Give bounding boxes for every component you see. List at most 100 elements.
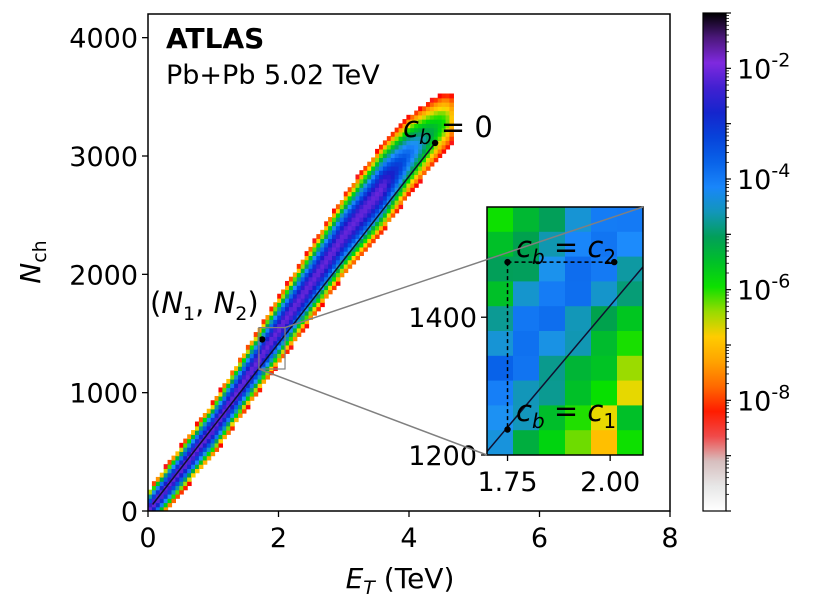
heatmap-bin xyxy=(398,148,404,154)
x-axis: 0 2 4 6 8 xyxy=(139,511,679,554)
heatmap-bin xyxy=(304,306,310,312)
heatmap-bin xyxy=(390,131,396,137)
heatmap-bin xyxy=(296,272,302,278)
heatmap-bin xyxy=(206,434,212,440)
heatmap-bin xyxy=(437,140,443,146)
heatmap-bin xyxy=(324,251,329,256)
heatmap-bin xyxy=(281,289,286,295)
heatmap-bin xyxy=(191,464,196,469)
heatmap-bin xyxy=(269,340,274,346)
heatmap-bin xyxy=(269,310,274,316)
heatmap-bin xyxy=(234,387,239,393)
centrality-line xyxy=(151,142,436,505)
heatmap-bin xyxy=(230,421,235,427)
heatmap-bin xyxy=(214,430,220,435)
heatmap-bin xyxy=(343,195,349,201)
heatmap-bin xyxy=(191,455,196,461)
heatmap-bin xyxy=(441,102,447,107)
heatmap-bin xyxy=(304,268,310,274)
heatmap-bin xyxy=(265,340,270,346)
heatmap-bin xyxy=(241,370,247,376)
heatmap-bin xyxy=(316,306,321,312)
heatmap-bin xyxy=(300,276,306,282)
heatmap-bin xyxy=(206,442,212,448)
heatmap-bin xyxy=(363,204,368,210)
heatmap-bin xyxy=(422,114,427,120)
heatmap-bin xyxy=(375,182,380,188)
heatmap-bin xyxy=(390,140,396,146)
heatmap-bin xyxy=(148,493,153,499)
heatmap-bin xyxy=(230,413,235,418)
colorbar-tick-label: 10-6 xyxy=(737,271,790,307)
heatmap-bin xyxy=(351,195,357,201)
heatmap-bin xyxy=(202,442,208,448)
heatmap-bin xyxy=(159,498,165,504)
heatmap-bin xyxy=(339,251,345,256)
heatmap-bin xyxy=(367,178,372,184)
heatmap-bin xyxy=(234,417,239,423)
heatmap-bin xyxy=(304,272,310,278)
inset-bin xyxy=(513,207,540,233)
heatmap-bin xyxy=(304,263,310,269)
heatmap-bin xyxy=(324,238,329,244)
heatmap-bin xyxy=(371,174,376,180)
heatmap-bin xyxy=(222,430,227,435)
heatmap-bin xyxy=(343,204,349,210)
y-tick-label: 2000 xyxy=(69,260,138,291)
heatmap-bin xyxy=(390,136,396,141)
heatmap-bin xyxy=(394,208,400,214)
heatmap-bin xyxy=(332,246,337,252)
heatmap-bin xyxy=(265,361,270,367)
heatmap-bin xyxy=(402,191,407,197)
heatmap-bin xyxy=(253,336,259,342)
heatmap-bin xyxy=(198,425,204,431)
heatmap-bin xyxy=(425,131,431,137)
heatmap-bin xyxy=(378,153,384,159)
heatmap-bin xyxy=(222,413,227,418)
heatmap-bin xyxy=(292,298,298,303)
x-tick-label: 6 xyxy=(531,523,548,554)
heatmap-bin xyxy=(351,182,357,188)
heatmap-bin xyxy=(378,204,384,210)
heatmap-bin xyxy=(441,119,447,124)
heatmap-bin xyxy=(390,153,396,159)
heatmap-bin xyxy=(234,370,239,376)
heatmap-bin xyxy=(316,255,321,261)
heatmap-bin xyxy=(414,131,419,137)
heatmap-bin xyxy=(245,391,251,397)
heatmap-bin xyxy=(300,298,306,303)
heatmap-bin xyxy=(226,387,231,393)
heatmap-bin xyxy=(351,208,357,214)
heatmap-bin xyxy=(375,148,380,154)
heatmap-bin xyxy=(222,383,227,389)
heatmap-bin xyxy=(300,263,306,269)
heatmap-bin xyxy=(191,447,196,452)
heatmap-bin xyxy=(300,293,306,299)
heatmap-bin xyxy=(378,144,384,150)
colorbar-tick-label: 10-2 xyxy=(737,49,790,85)
heatmap-bin xyxy=(187,434,192,440)
inset-bin xyxy=(513,306,540,332)
heatmap-bin xyxy=(433,148,439,154)
heatmap-bin xyxy=(230,387,235,393)
inset-bin xyxy=(539,207,566,233)
heatmap-bin xyxy=(194,434,200,440)
heatmap-bin xyxy=(288,276,294,282)
heatmap-bin xyxy=(367,234,372,239)
heatmap-bin xyxy=(382,178,388,184)
heatmap-bin xyxy=(367,204,372,210)
heatmap-bin xyxy=(429,119,435,124)
heatmap-bin xyxy=(378,157,384,163)
heatmap-bin xyxy=(371,225,376,231)
heatmap-bin xyxy=(418,178,423,184)
heatmap-bin xyxy=(269,327,274,333)
heatmap-bin xyxy=(343,200,349,205)
heatmap-bin xyxy=(230,395,235,401)
heatmap-bin xyxy=(402,140,407,146)
heatmap-bin xyxy=(249,395,255,401)
heatmap-bin xyxy=(375,234,380,239)
heatmap-bin xyxy=(198,455,204,461)
heatmap-bin xyxy=(367,174,372,180)
heatmap-bin xyxy=(449,102,454,107)
heatmap-bin xyxy=(257,374,263,380)
